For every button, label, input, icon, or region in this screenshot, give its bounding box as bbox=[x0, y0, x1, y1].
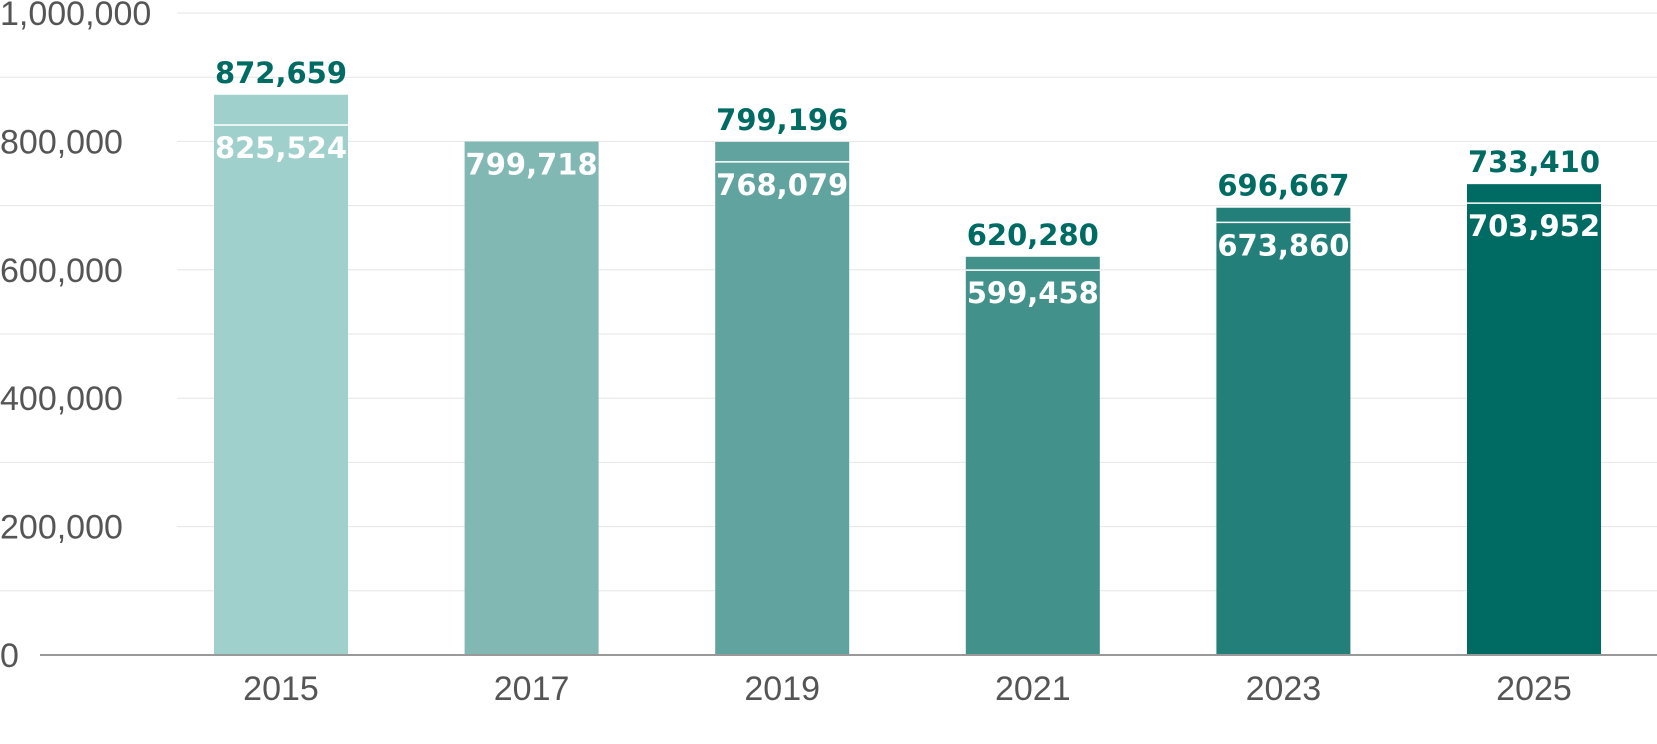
x-tick-label: 2015 bbox=[243, 670, 319, 708]
y-tick-label: 200,000 bbox=[0, 509, 123, 547]
total-data-label: 733,410 bbox=[1468, 145, 1600, 179]
inner-data-label: 768,079 bbox=[716, 168, 848, 202]
inner-data-label: 599,458 bbox=[967, 276, 1099, 310]
bar-group-2021: 620,280 599,458 bbox=[965, 218, 1100, 655]
x-tick-label: 2023 bbox=[1246, 670, 1322, 708]
bar-group-2015: 872,659 825,524 bbox=[214, 56, 348, 655]
inner-data-label: 799,718 bbox=[466, 148, 598, 182]
total-data-label: 799,196 bbox=[716, 103, 848, 137]
bar-group-2017: 799,718 bbox=[464, 141, 599, 655]
bar bbox=[214, 94, 348, 655]
inner-data-label: 825,524 bbox=[215, 131, 347, 165]
total-data-label: 696,667 bbox=[1217, 169, 1349, 203]
inner-data-label: 703,952 bbox=[1468, 209, 1600, 243]
x-tick-label: 2019 bbox=[744, 670, 820, 708]
total-data-label: 620,280 bbox=[967, 218, 1099, 252]
bar-group-2019: 799,196 768,079 bbox=[715, 103, 850, 656]
bar bbox=[715, 141, 850, 656]
bars: 872,659 825,524 799,718 799,196 768,079 620,2… bbox=[214, 56, 1601, 656]
x-axis-labels: 2015 2017 2019 2021 2023 2025 bbox=[243, 670, 1572, 708]
inner-data-label: 673,860 bbox=[1217, 228, 1349, 262]
bar-group-2025: 733,410 703,952 bbox=[1467, 145, 1601, 655]
y-axis-ticks: 0 200,000 400,000 600,000 800,000 1,000,000 bbox=[0, 0, 151, 675]
y-tick-label: 1,000,000 bbox=[0, 0, 151, 33]
y-tick-label: 0 bbox=[0, 637, 19, 675]
bar-group-2023: 696,667 673,860 bbox=[1216, 169, 1351, 655]
y-tick-label: 600,000 bbox=[0, 252, 123, 290]
x-tick-label: 2021 bbox=[995, 670, 1071, 708]
bar bbox=[1467, 184, 1601, 655]
x-tick-label: 2025 bbox=[1496, 670, 1572, 708]
y-tick-label: 400,000 bbox=[0, 380, 123, 418]
y-tick-label: 800,000 bbox=[0, 123, 123, 161]
bar bbox=[965, 256, 1100, 655]
x-tick-label: 2017 bbox=[494, 670, 570, 708]
bar bbox=[1216, 207, 1351, 655]
total-data-label: 872,659 bbox=[215, 56, 347, 90]
bar bbox=[464, 141, 599, 655]
